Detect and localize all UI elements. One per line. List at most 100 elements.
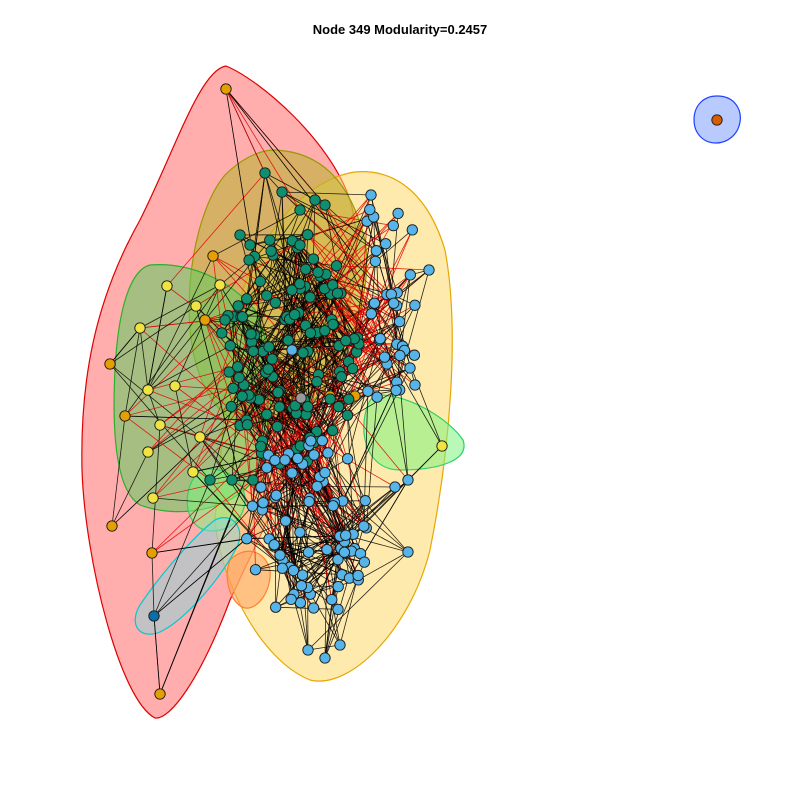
edge (313, 199, 316, 260)
edge (151, 446, 262, 554)
edge (251, 209, 301, 343)
orange-node (154, 688, 166, 700)
teal-node (271, 420, 284, 433)
skyblue-node (358, 556, 371, 568)
edge (109, 305, 197, 365)
skyblue-node (404, 362, 416, 374)
edge (246, 538, 281, 556)
skyblue-node (321, 543, 333, 556)
edge (250, 247, 298, 335)
edge (166, 172, 266, 287)
skyblue-node (364, 203, 376, 216)
skyblue-node (286, 344, 298, 356)
yellow-node (154, 419, 166, 431)
teal-node (266, 353, 278, 365)
teal-node (330, 260, 343, 272)
teal-node (343, 393, 355, 405)
skyblue-node (270, 489, 282, 501)
edge (266, 271, 319, 296)
edge (153, 505, 253, 617)
edge (286, 199, 316, 317)
skyblue-node (368, 297, 381, 309)
skyblue-node (341, 453, 354, 465)
edge (324, 330, 350, 400)
edge (242, 199, 316, 318)
edge (239, 324, 335, 426)
skyblue-node (389, 481, 401, 493)
edge (246, 487, 262, 539)
grey-node (295, 392, 307, 404)
teal-node (294, 239, 306, 251)
teal-node (234, 229, 246, 241)
teal-node (286, 284, 298, 296)
edge (272, 209, 370, 256)
edge (221, 332, 269, 370)
teal-node (232, 300, 244, 312)
edge (109, 327, 141, 365)
edge (309, 296, 403, 347)
skyblue-node (374, 332, 386, 345)
edge (111, 399, 246, 527)
skyblue-node (387, 219, 399, 232)
skyblue-node (352, 569, 364, 582)
edge (307, 274, 411, 352)
skyblue-node (241, 533, 253, 545)
edge (318, 330, 326, 375)
edge (320, 275, 392, 295)
teal-node (307, 253, 320, 265)
edge (347, 415, 354, 535)
skyblue-node (269, 454, 281, 466)
teal-node (261, 408, 273, 421)
edge (329, 398, 344, 502)
teal-node (332, 400, 345, 413)
teal-node (247, 345, 259, 357)
edge (240, 316, 260, 400)
nodes (104, 83, 723, 700)
teal-node (244, 239, 256, 251)
edge (307, 551, 409, 651)
edge (347, 339, 380, 459)
teal-node (247, 474, 259, 486)
edge (286, 240, 293, 317)
edge (277, 339, 380, 393)
skyblue-node (286, 467, 298, 479)
edge (279, 356, 385, 392)
edge (219, 284, 239, 367)
edge (111, 415, 126, 527)
teal-node (302, 229, 314, 241)
edge (124, 415, 251, 421)
skyblue-node (302, 546, 315, 558)
edge (192, 471, 283, 569)
yellow-node (187, 466, 199, 478)
edge (246, 247, 298, 300)
edge (227, 315, 308, 410)
teal-node (347, 362, 359, 375)
skyblue-node (388, 297, 400, 309)
edge (174, 284, 221, 387)
skyblue-node (279, 515, 292, 527)
teal-node (219, 314, 231, 326)
skyblue-node (370, 245, 382, 257)
edge (192, 448, 297, 473)
skyblue-node (332, 553, 344, 566)
teal-node (245, 328, 257, 340)
teal-node (264, 234, 276, 246)
edge (279, 463, 303, 556)
teal-node (294, 278, 306, 290)
edge (147, 377, 240, 453)
teal-node (327, 318, 339, 331)
edge (124, 327, 141, 417)
edge (358, 321, 400, 345)
edge (307, 234, 415, 356)
teal-node (311, 376, 323, 388)
orange-node (106, 520, 118, 532)
edge (282, 560, 309, 651)
skyblue-node (378, 351, 391, 363)
skyblue-node (292, 452, 304, 465)
teal-node (236, 390, 248, 402)
edge (304, 234, 309, 287)
edge (109, 363, 201, 438)
edge (281, 191, 372, 196)
yellow-node (142, 384, 154, 396)
